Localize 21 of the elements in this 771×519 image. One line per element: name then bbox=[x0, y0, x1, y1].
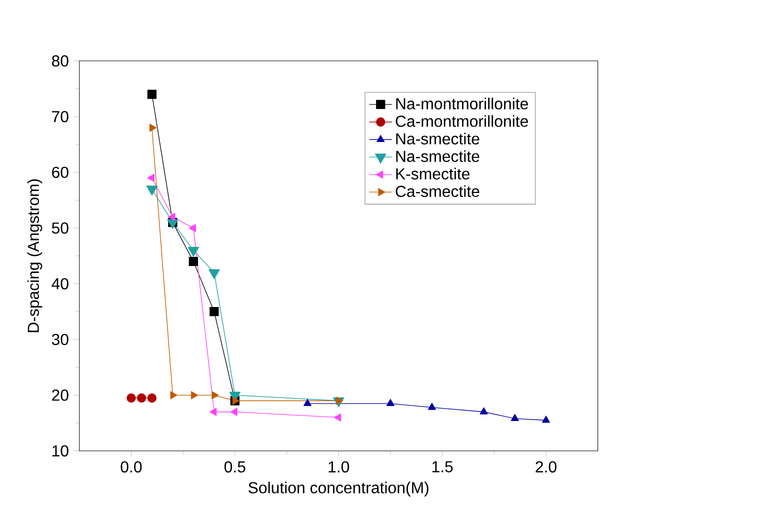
y-tick-label: 40 bbox=[52, 278, 68, 290]
y-tick-label: 60 bbox=[52, 166, 68, 178]
y-tick-label: 30 bbox=[52, 334, 68, 346]
legend-label: Na-smectite bbox=[396, 132, 480, 144]
legend-label: K-smectite bbox=[396, 168, 470, 180]
legend-label: Na-smectite bbox=[396, 150, 480, 162]
y-tick-label: 50 bbox=[52, 222, 68, 234]
y-tick-label: 70 bbox=[52, 111, 68, 122]
legend-label: Na-montmorillonite bbox=[396, 98, 528, 110]
y-tick-label: 10 bbox=[52, 445, 68, 457]
x-tick-label: 0.0 bbox=[120, 461, 142, 473]
y-tick-label: 20 bbox=[52, 390, 68, 401]
y-axis-title: D-spacing (Angstrom) bbox=[27, 179, 42, 332]
x-axis-title: Solution concentration(M) bbox=[248, 482, 428, 497]
x-tick-label: 0.5 bbox=[224, 461, 246, 473]
x-tick-label: 1.0 bbox=[328, 461, 350, 473]
x-tick-label: 1.5 bbox=[432, 461, 453, 472]
legend-label: Ca-smectite bbox=[396, 185, 480, 198]
y-tick-label: 80 bbox=[52, 55, 68, 67]
legend-label: Ca-montmorillonite bbox=[396, 115, 528, 127]
x-tick-label: 2.0 bbox=[536, 461, 556, 473]
